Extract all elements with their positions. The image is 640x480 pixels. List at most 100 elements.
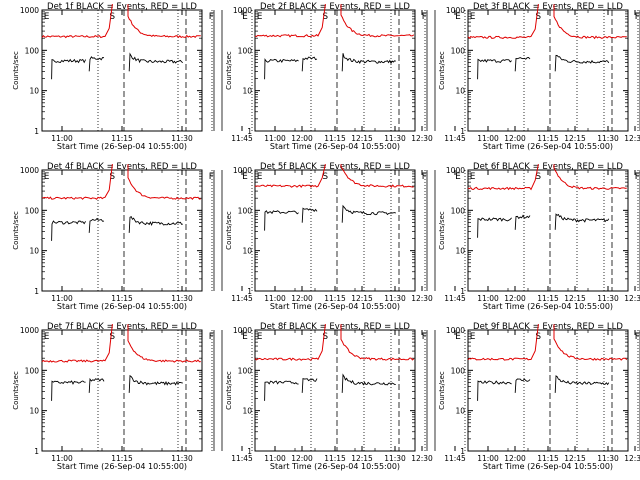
- y-tick-label: 1: [247, 127, 252, 136]
- panel-6: Det 6f BLACK = Events, RED = LLD 1 10 100 10…: [438, 162, 640, 311]
- x-tick-label: 12:15: [351, 294, 373, 303]
- y-tick-label: 1000: [20, 166, 39, 175]
- x-axis-label: Start Time (26-Sep-04 10:55:00): [57, 142, 187, 151]
- x-tick-label: 12:15: [351, 454, 373, 463]
- panel-title: Det 8f BLACK = Events, RED = LLD: [260, 322, 410, 332]
- events-series-line: [514, 57, 531, 72]
- lld-series-line: [127, 4, 201, 39]
- y-tick-label: 1: [460, 447, 465, 456]
- x-tick-label: 11:45: [231, 134, 253, 143]
- x-tick-label: 11:15: [537, 454, 559, 463]
- y-tick-label: 1000: [446, 6, 465, 15]
- y-axis-label: Counts/sec: [225, 51, 233, 90]
- x-tick-label: 11:45: [444, 294, 466, 303]
- panel-title: Det 7f BLACK = Events, RED = LLD: [47, 322, 197, 332]
- y-tick-label: 100: [238, 366, 253, 375]
- x-axis-label: Start Time (26-Sep-04 10:55:00): [57, 462, 187, 471]
- lld-series-line: [553, 4, 627, 40]
- x-tick-label: 11:30: [384, 134, 406, 143]
- x-tick-label: 11:30: [384, 294, 406, 303]
- x-axis-label: Start Time (26-Sep-04 10:55:00): [483, 142, 613, 151]
- x-axis-label: Start Time (26-Sep-04 10:55:00): [270, 142, 400, 151]
- x-tick-label: 12:00: [291, 134, 313, 143]
- lld-series-line: [41, 324, 113, 363]
- x-tick-label: 11:15: [537, 134, 559, 143]
- x-tick-label: 12:00: [504, 294, 526, 303]
- events-series-line: [341, 204, 396, 223]
- events-series-line: [477, 380, 512, 401]
- x-tick-label: 12:00: [291, 454, 313, 463]
- marker-label: E: [455, 12, 461, 22]
- y-tick-label: 1000: [446, 166, 465, 175]
- x-tick-label: 11:45: [231, 454, 253, 463]
- y-tick-label: 10: [455, 247, 465, 256]
- events-series-line: [301, 56, 318, 72]
- marker-label: F: [422, 332, 427, 342]
- marker-label: F: [635, 172, 640, 182]
- lld-series-line: [41, 4, 113, 39]
- x-tick-label: 11:15: [324, 294, 346, 303]
- y-tick-label: 10: [29, 247, 39, 256]
- x-tick-label: 11:30: [597, 134, 619, 143]
- events-series-line: [51, 220, 86, 241]
- y-tick-label: 1: [34, 287, 39, 296]
- y-tick-label: 100: [25, 46, 40, 55]
- y-axis-label: Counts/sec: [12, 51, 20, 90]
- x-tick-label: 11:30: [597, 454, 619, 463]
- events-series-line: [264, 58, 299, 80]
- x-tick-label: 11:45: [444, 134, 466, 143]
- x-tick-label: 11:30: [384, 454, 406, 463]
- y-tick-label: 1000: [20, 326, 39, 335]
- y-axis-label: Counts/sec: [438, 371, 446, 410]
- y-tick-label: 1000: [233, 326, 252, 335]
- x-tick-label: 12:15: [564, 294, 586, 303]
- marker-label: S: [109, 172, 115, 182]
- events-series-line: [88, 56, 105, 72]
- events-series-line: [128, 374, 183, 393]
- x-tick-label: 11:15: [324, 134, 346, 143]
- x-tick-label: 11:00: [264, 454, 286, 463]
- events-series-line: [128, 52, 184, 72]
- lld-series-line: [553, 164, 627, 190]
- y-tick-label: 10: [29, 407, 39, 416]
- events-series-line: [51, 380, 86, 401]
- events-series-line: [128, 215, 183, 233]
- y-tick-label: 1000: [233, 6, 252, 15]
- panel-3: Det 3f BLACK = Events, RED = LLD 1 10 100 10…: [438, 2, 640, 151]
- events-series-line: [477, 58, 512, 80]
- y-tick-label: 1: [247, 287, 252, 296]
- x-tick-label: 11:00: [477, 294, 499, 303]
- y-tick-label: 1: [460, 127, 465, 136]
- panel-9: Det 9f BLACK = Events, RED = LLD 1 10 100 10…: [438, 322, 640, 471]
- y-tick-label: 100: [451, 366, 466, 375]
- lld-series-line: [340, 164, 414, 188]
- y-tick-label: 1000: [20, 6, 39, 15]
- y-axis-label: Counts/sec: [12, 211, 20, 250]
- x-tick-label: 12:15: [564, 134, 586, 143]
- lld-series-line: [340, 324, 415, 361]
- x-tick-label: 12:30: [411, 294, 433, 303]
- x-tick-label: 11:00: [477, 454, 499, 463]
- panel-1: Det 1f BLACK = Events, RED = LLD 1 10 100 10…: [12, 2, 433, 151]
- lld-series-line: [254, 324, 326, 361]
- panel-2: Det 2f BLACK = Events, RED = LLD 1 10 100 10…: [225, 2, 640, 151]
- y-tick-label: 100: [451, 46, 466, 55]
- lld-series-line: [254, 4, 326, 38]
- x-tick-label: 11:15: [111, 454, 133, 463]
- y-axis-label: Counts/sec: [438, 211, 446, 250]
- panel-8: Det 8f BLACK = Events, RED = LLD 1 10 100 10…: [225, 322, 640, 471]
- marker-label: S: [535, 172, 541, 182]
- marker-label: E: [44, 172, 50, 182]
- y-tick-label: 1: [34, 447, 39, 456]
- marker-label: F: [209, 172, 214, 182]
- events-series-line: [341, 373, 396, 393]
- x-axis-label: Start Time (26-Sep-04 10:55:00): [483, 462, 613, 471]
- marker-label: F: [635, 12, 640, 22]
- y-axis-label: Counts/sec: [225, 371, 233, 410]
- y-tick-label: 100: [238, 206, 253, 215]
- x-tick-label: 11:30: [171, 134, 193, 143]
- lld-series-line: [127, 324, 201, 363]
- panel-title: Det 5f BLACK = Events, RED = LLD: [260, 162, 410, 172]
- x-tick-label: 12:00: [504, 454, 526, 463]
